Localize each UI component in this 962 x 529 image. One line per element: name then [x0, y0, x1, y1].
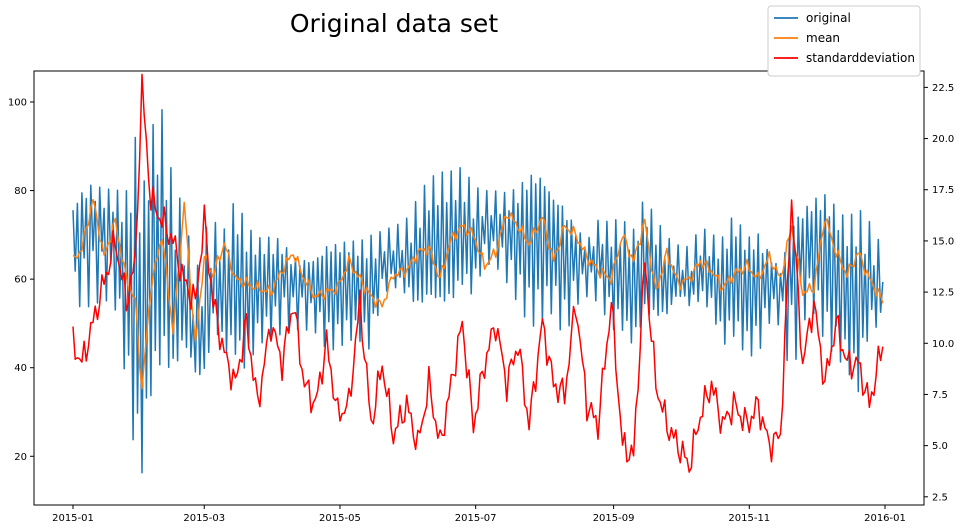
chart-title: Original data set — [290, 9, 498, 38]
legend-label-mean: mean — [806, 31, 840, 45]
y-left-tick-label: 40 — [14, 363, 27, 374]
legend-label-standarddeviation: standarddeviation — [806, 51, 915, 65]
y-right-tick-label: 17.5 — [932, 185, 954, 196]
plot-frame — [33, 70, 925, 506]
x-tick-label: 2015-05 — [319, 513, 361, 524]
x-tick-label: 2015-11 — [728, 513, 770, 524]
y-axis-left: 20 40 60 80 100 — [8, 98, 34, 463]
y-right-tick-label: 15.0 — [932, 236, 954, 247]
x-axis: 2015-01 2015-03 2015-05 2015-07 2015-09 2015-… — [52, 505, 906, 524]
y-left-tick-label: 60 — [14, 275, 27, 286]
series-standarddeviation — [72, 73, 884, 473]
y-right-tick-label: 12.5 — [932, 288, 954, 299]
x-tick-label: 2015-09 — [593, 513, 635, 524]
plot-lines — [72, 73, 884, 474]
x-tick-label: 2016-01 — [864, 513, 906, 524]
y-right-tick-label: 5.0 — [932, 441, 948, 452]
y-right-tick-label: 7.5 — [932, 390, 948, 401]
x-tick-label: 2015-03 — [183, 513, 225, 524]
legend-label-original: original — [806, 11, 851, 25]
series-original — [72, 109, 884, 474]
legend-box — [767, 5, 921, 77]
y-axis-right: 2.5 5.0 7.5 10.0 12.5 15.0 17.5 20.0 22.5 — [924, 83, 954, 503]
y-left-tick-label: 80 — [14, 186, 27, 197]
y-left-tick-label: 100 — [8, 98, 27, 109]
y-right-tick-label: 20.0 — [932, 134, 954, 145]
y-right-tick-label: 22.5 — [932, 83, 954, 94]
x-tick-label: 2015-07 — [455, 513, 497, 524]
legend: original mean standarddeviation — [767, 5, 921, 77]
y-right-tick-label: 2.5 — [932, 492, 948, 503]
y-right-tick-label: 10.0 — [932, 339, 954, 350]
x-tick-label: 2015-01 — [52, 513, 94, 524]
y-left-tick-label: 20 — [14, 452, 27, 463]
